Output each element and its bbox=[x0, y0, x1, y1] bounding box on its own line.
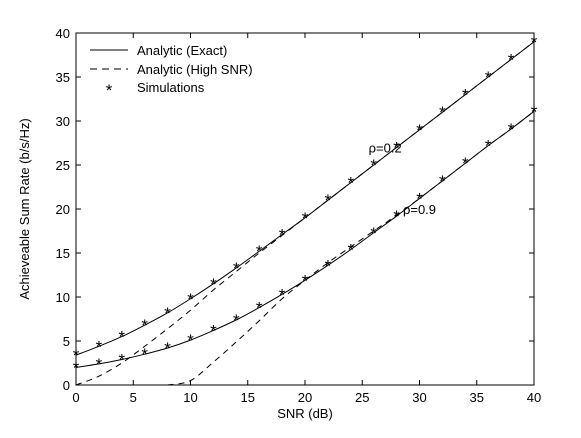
simulation-point-rho-0-2: * bbox=[393, 138, 400, 157]
simulation-point-rho-0-2: * bbox=[485, 68, 492, 87]
simulation-point-rho-0-2: * bbox=[118, 328, 125, 347]
simulation-point-rho-0-9: * bbox=[462, 154, 469, 173]
series-line-high-snr-rho-0-2 bbox=[75, 41, 535, 386]
y-tick-label: 35 bbox=[56, 70, 70, 85]
x-axis-ticks: 0 5 10 15 20 25 30 35 40 bbox=[72, 33, 541, 405]
simulation-point-rho-0-9: * bbox=[233, 311, 240, 330]
simulation-point-rho-0-9: * bbox=[325, 256, 332, 275]
series-line-high-snr-rho-0-9 bbox=[167, 110, 535, 386]
simulation-point-rho-0-9: * bbox=[439, 172, 446, 191]
simulation-point-rho-0-9: * bbox=[118, 350, 125, 369]
simulation-point-rho-0-2: * bbox=[462, 86, 469, 105]
simulation-point-rho-0-9: * bbox=[141, 345, 148, 364]
simulation-point-rho-0-9: * bbox=[370, 224, 377, 243]
simulation-point-rho-0-2: * bbox=[439, 103, 446, 122]
simulation-point-rho-0-9: * bbox=[96, 355, 103, 374]
annotation-rho-0-9: ρ=0.9 bbox=[403, 202, 436, 217]
simulation-point-rho-0-2: * bbox=[141, 316, 148, 335]
x-tick-label: 20 bbox=[298, 390, 312, 405]
simulation-point-rho-0-9: * bbox=[485, 137, 492, 156]
x-tick-label: 15 bbox=[241, 390, 255, 405]
x-tick-label: 5 bbox=[130, 390, 137, 405]
simulation-point-rho-0-2: * bbox=[279, 226, 286, 245]
simulation-point-rho-0-2: * bbox=[370, 156, 377, 175]
simulation-point-rho-0-2: * bbox=[96, 337, 103, 356]
simulation-point-rho-0-9: * bbox=[347, 240, 354, 259]
y-tick-label: 20 bbox=[56, 202, 70, 217]
y-tick-label: 40 bbox=[56, 26, 70, 41]
simulation-point-rho-0-2: * bbox=[210, 275, 217, 294]
simulation-point-rho-0-9: * bbox=[416, 189, 423, 208]
simulation-point-rho-0-2: * bbox=[164, 304, 171, 323]
simulation-point-rho-0-2: * bbox=[256, 242, 263, 261]
annotation-rho-0-2: ρ=0.2 bbox=[369, 140, 402, 155]
simulation-point-rho-0-9: * bbox=[393, 207, 400, 226]
y-tick-label: 10 bbox=[56, 290, 70, 305]
x-tick-label: 40 bbox=[527, 390, 541, 405]
simulation-point-rho-0-2: * bbox=[347, 174, 354, 193]
simulation-point-rho-0-9: * bbox=[164, 339, 171, 358]
simulation-point-rho-0-2: * bbox=[531, 33, 538, 52]
x-tick-label: 35 bbox=[470, 390, 484, 405]
simulation-point-rho-0-9: * bbox=[210, 321, 217, 340]
y-tick-label: 15 bbox=[56, 246, 70, 261]
x-tick-label: 25 bbox=[355, 390, 369, 405]
series-layer bbox=[75, 41, 535, 386]
legend-label-high-snr: Analytic (High SNR) bbox=[137, 62, 253, 77]
x-tick-label: 0 bbox=[72, 390, 79, 405]
simulation-point-rho-0-9: * bbox=[73, 358, 80, 377]
simulation-point-rho-0-2: * bbox=[508, 50, 515, 69]
simulation-point-rho-0-9: * bbox=[187, 331, 194, 350]
legend-label-simulations: Simulations bbox=[137, 80, 205, 95]
legend-label-exact: Analytic (Exact) bbox=[137, 43, 227, 58]
simulation-point-rho-0-2: * bbox=[325, 191, 332, 210]
y-axis-ticks: 0 5 10 15 20 25 30 35 40 bbox=[56, 26, 534, 393]
legend: Analytic (Exact) Analytic (High SNR) * S… bbox=[90, 43, 253, 100]
y-tick-label: 30 bbox=[56, 114, 70, 129]
simulation-point-rho-0-2: * bbox=[302, 209, 309, 228]
simulation-point-rho-0-2: * bbox=[187, 290, 194, 309]
simulation-point-rho-0-9: * bbox=[256, 299, 263, 318]
simulation-point-rho-0-2: * bbox=[233, 259, 240, 278]
x-tick-label: 10 bbox=[183, 390, 197, 405]
x-tick-label: 30 bbox=[412, 390, 426, 405]
simulation-point-rho-0-9: * bbox=[302, 271, 309, 290]
y-tick-label: 5 bbox=[63, 334, 70, 349]
x-axis-label: SNR (dB) bbox=[277, 406, 333, 421]
y-tick-label: 25 bbox=[56, 158, 70, 173]
simulation-point-rho-0-9: * bbox=[531, 102, 538, 121]
simulation-point-rho-0-2: * bbox=[73, 346, 80, 365]
simulation-point-rho-0-9: * bbox=[279, 285, 286, 304]
legend-asterisk-marker: * bbox=[106, 81, 113, 100]
simulation-point-rho-0-2: * bbox=[416, 121, 423, 140]
y-axis-label: Achieveable Sum Rate (b/s/Hz) bbox=[17, 118, 32, 299]
simulation-point-rho-0-9: * bbox=[508, 120, 515, 139]
y-tick-label: 0 bbox=[63, 378, 70, 393]
simulation-markers: * ********************* * * * * **************… bbox=[73, 33, 538, 378]
plot-area bbox=[75, 32, 535, 386]
